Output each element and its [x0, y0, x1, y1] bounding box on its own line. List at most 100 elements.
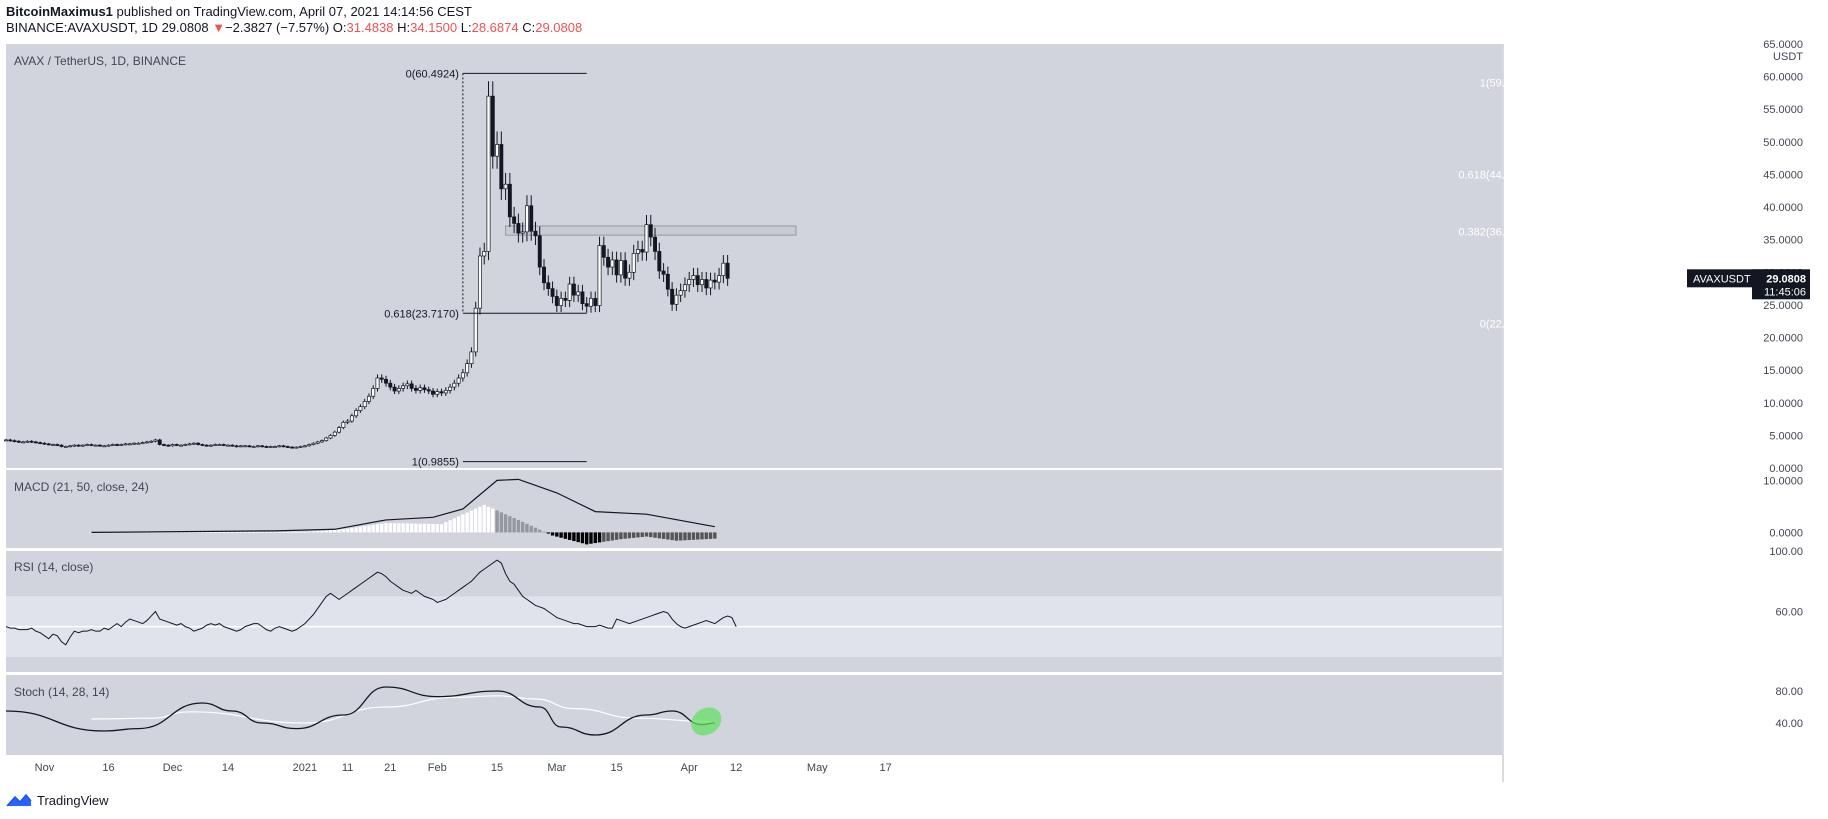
- candle[interactable]: [482, 251, 487, 257]
- candle[interactable]: [367, 395, 371, 402]
- candle[interactable]: [217, 444, 222, 446]
- candle[interactable]: [170, 444, 175, 447]
- macd-line[interactable]: [91, 478, 715, 534]
- candle[interactable]: [174, 444, 179, 446]
- candle[interactable]: [187, 443, 192, 446]
- candle[interactable]: [226, 444, 230, 447]
- candle[interactable]: [392, 386, 397, 392]
- candle[interactable]: [89, 444, 94, 446]
- candle[interactable]: [593, 298, 598, 306]
- candle[interactable]: [209, 444, 213, 447]
- candle[interactable]: [115, 444, 119, 446]
- candle[interactable]: [529, 205, 534, 232]
- candle[interactable]: [85, 444, 90, 446]
- candle[interactable]: [576, 291, 581, 296]
- candle[interactable]: [725, 262, 730, 279]
- candle[interactable]: [315, 441, 320, 444]
- candle[interactable]: [132, 442, 137, 445]
- candle[interactable]: [712, 279, 717, 283]
- candle[interactable]: [700, 279, 704, 286]
- candle[interactable]: [456, 377, 461, 384]
- candle[interactable]: [362, 401, 367, 408]
- candle[interactable]: [191, 442, 196, 445]
- candle[interactable]: [144, 441, 149, 444]
- candle[interactable]: [687, 279, 692, 286]
- candle[interactable]: [606, 256, 611, 268]
- candle[interactable]: [563, 298, 568, 301]
- candle[interactable]: [516, 223, 521, 234]
- candle[interactable]: [478, 255, 482, 309]
- candle[interactable]: [264, 446, 269, 448]
- candle[interactable]: [721, 262, 726, 276]
- candle[interactable]: [238, 445, 243, 448]
- candle[interactable]: [695, 275, 700, 286]
- candle[interactable]: [401, 385, 406, 389]
- candle[interactable]: [277, 445, 282, 448]
- candle[interactable]: [443, 390, 448, 394]
- candle[interactable]: [25, 440, 30, 443]
- candle[interactable]: [550, 288, 555, 297]
- candle[interactable]: [97, 444, 102, 447]
- candle[interactable]: [119, 444, 124, 446]
- candle[interactable]: [127, 443, 132, 446]
- candle[interactable]: [38, 442, 43, 444]
- candle[interactable]: [631, 253, 636, 273]
- candle[interactable]: [657, 251, 662, 272]
- candle[interactable]: [332, 431, 337, 436]
- candle[interactable]: [648, 224, 653, 238]
- candle[interactable]: [623, 260, 628, 279]
- candle[interactable]: [460, 372, 465, 379]
- rsi-line[interactable]: [5, 559, 737, 646]
- stoch-d-line[interactable]: [91, 695, 715, 724]
- candle[interactable]: [166, 444, 171, 447]
- candle[interactable]: [51, 444, 55, 446]
- candle[interactable]: [580, 291, 585, 304]
- candle[interactable]: [431, 390, 435, 395]
- candle[interactable]: [345, 420, 350, 423]
- candle[interactable]: [354, 410, 359, 417]
- candle[interactable]: [200, 444, 205, 446]
- candle[interactable]: [234, 445, 239, 448]
- candle[interactable]: [589, 298, 593, 307]
- candle[interactable]: [93, 444, 98, 447]
- candle[interactable]: [251, 446, 256, 448]
- candle[interactable]: [183, 444, 188, 446]
- candle[interactable]: [512, 216, 517, 224]
- candle[interactable]: [68, 445, 72, 448]
- candle[interactable]: [520, 231, 525, 234]
- candle[interactable]: [405, 383, 410, 387]
- candle[interactable]: [661, 270, 666, 275]
- candle[interactable]: [507, 183, 512, 218]
- candle[interactable]: [213, 444, 218, 446]
- chart-area[interactable]: AVAX / TetherUS, 1D, BINANCE 0(60.4924) 0.…: [0, 40, 1828, 782]
- candle[interactable]: [708, 279, 713, 289]
- candle[interactable]: [601, 245, 606, 258]
- candle[interactable]: [435, 391, 440, 395]
- candle[interactable]: [157, 439, 162, 445]
- stoch-crossover-highlight[interactable]: [686, 702, 727, 742]
- candle[interactable]: [29, 440, 34, 443]
- candle[interactable]: [311, 442, 316, 445]
- candle[interactable]: [426, 389, 431, 392]
- candle[interactable]: [63, 446, 68, 448]
- candle[interactable]: [384, 378, 388, 384]
- candle[interactable]: [665, 273, 670, 290]
- candle[interactable]: [448, 386, 453, 391]
- candle[interactable]: [196, 442, 201, 445]
- candle[interactable]: [571, 283, 576, 296]
- candle[interactable]: [490, 95, 495, 157]
- candle[interactable]: [106, 444, 111, 447]
- candle[interactable]: [636, 249, 640, 254]
- candle[interactable]: [12, 440, 17, 442]
- candle[interactable]: [371, 388, 376, 397]
- candle[interactable]: [59, 444, 64, 447]
- candle[interactable]: [298, 446, 303, 448]
- candle[interactable]: [204, 444, 209, 447]
- candle[interactable]: [473, 307, 478, 353]
- candle[interactable]: [8, 439, 13, 442]
- candle[interactable]: [465, 363, 470, 374]
- candle[interactable]: [21, 441, 26, 444]
- candle[interactable]: [337, 427, 342, 433]
- candle[interactable]: [640, 249, 645, 253]
- candle[interactable]: [162, 444, 166, 446]
